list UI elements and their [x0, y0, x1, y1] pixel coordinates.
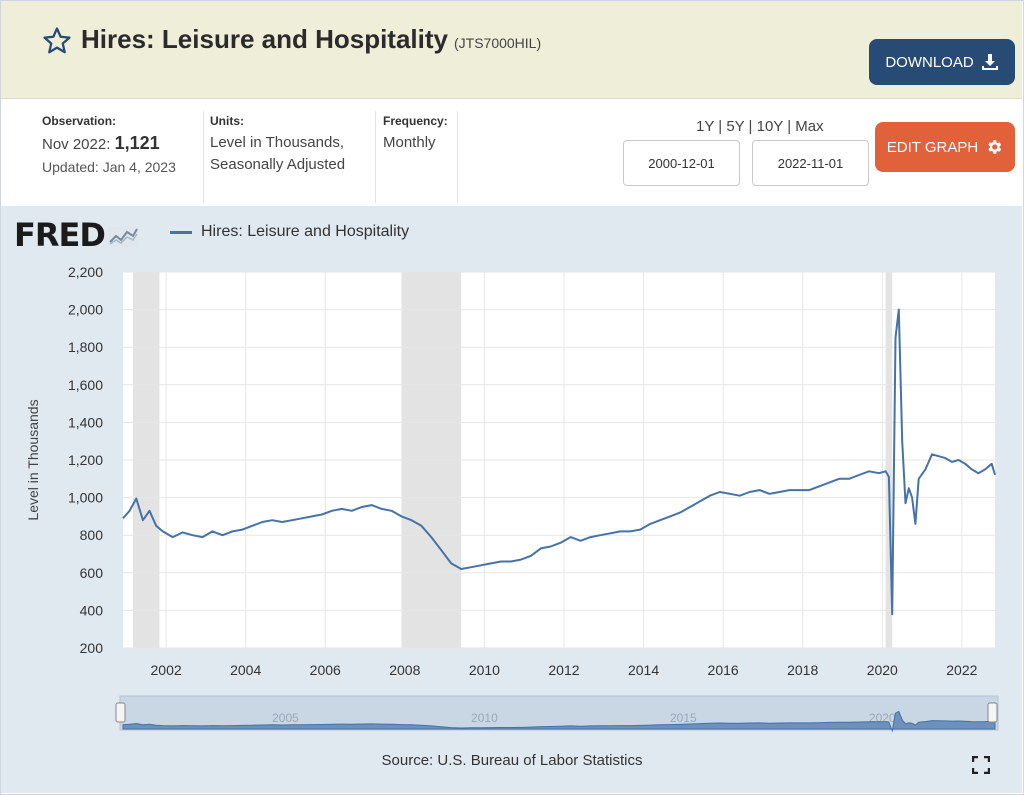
divider	[375, 111, 376, 203]
edit-graph-label: EDIT GRAPH	[886, 138, 979, 156]
fred-logo: FRED	[14, 216, 139, 254]
fred-chart-icon	[107, 227, 138, 247]
frequency-value: Monthly	[383, 134, 436, 151]
info-panel: Observation: Nov 2022: 1,121 Updated: Ja…	[1, 99, 1022, 205]
range-5y[interactable]: 5Y	[726, 118, 745, 135]
download-label: DOWNLOAD	[885, 53, 974, 71]
title-label: Hires: Leisure and Hospitality	[81, 24, 448, 54]
divider	[203, 111, 204, 203]
page-title: Hires: Leisure and Hospitality (JTS7000HI…	[81, 24, 541, 55]
star-icon[interactable]	[42, 26, 72, 56]
range-1y[interactable]: 1Y	[696, 118, 715, 135]
download-icon	[981, 54, 998, 70]
source-note: Source: U.S. Bureau of Labor Statistics	[381, 752, 643, 769]
edit-graph-button[interactable]: EDIT GRAPH	[875, 122, 1015, 172]
legend-swatch	[170, 230, 192, 234]
gear-icon	[988, 140, 1002, 154]
frequency-block: Frequency: Monthly	[383, 113, 448, 154]
frequency-label: Frequency:	[383, 114, 448, 128]
range-links: 1Y | 5Y | 10Y | Max	[696, 118, 824, 135]
units-line1: Level in Thousands,	[210, 134, 344, 151]
series-code: (JTS7000HIL)	[453, 35, 542, 51]
header-bar	[1, 1, 1022, 99]
observation-value: 1,121	[114, 133, 160, 153]
observation-label: Observation:	[42, 114, 117, 128]
units-label: Units:	[210, 114, 244, 128]
range-max[interactable]: Max	[795, 118, 824, 135]
fred-brand: FRED	[14, 216, 106, 254]
observation-line: Nov 2022: 1,121	[42, 132, 176, 156]
observation-date: Nov 2022:	[42, 136, 111, 153]
end-date-input[interactable]: 2022-11-01	[752, 140, 869, 186]
units-line2: Seasonally Adjusted	[210, 156, 346, 173]
fullscreen-icon[interactable]	[972, 756, 990, 774]
observation-block: Observation: Nov 2022: 1,121 Updated: Ja…	[42, 113, 176, 178]
chart-legend: Hires: Leisure and Hospitality	[170, 223, 409, 241]
range-10y[interactable]: 10Y	[756, 118, 784, 135]
units-block: Units: Level in Thousands, Seasonally Ad…	[210, 113, 345, 176]
start-date-input[interactable]: 2000-12-01	[623, 140, 740, 186]
divider	[457, 111, 458, 203]
download-button[interactable]: DOWNLOAD	[869, 39, 1015, 85]
updated-date: Updated: Jan 4, 2023	[42, 159, 176, 175]
graph-area	[1, 206, 1022, 793]
legend-label: Hires: Leisure and Hospitality	[201, 223, 410, 240]
